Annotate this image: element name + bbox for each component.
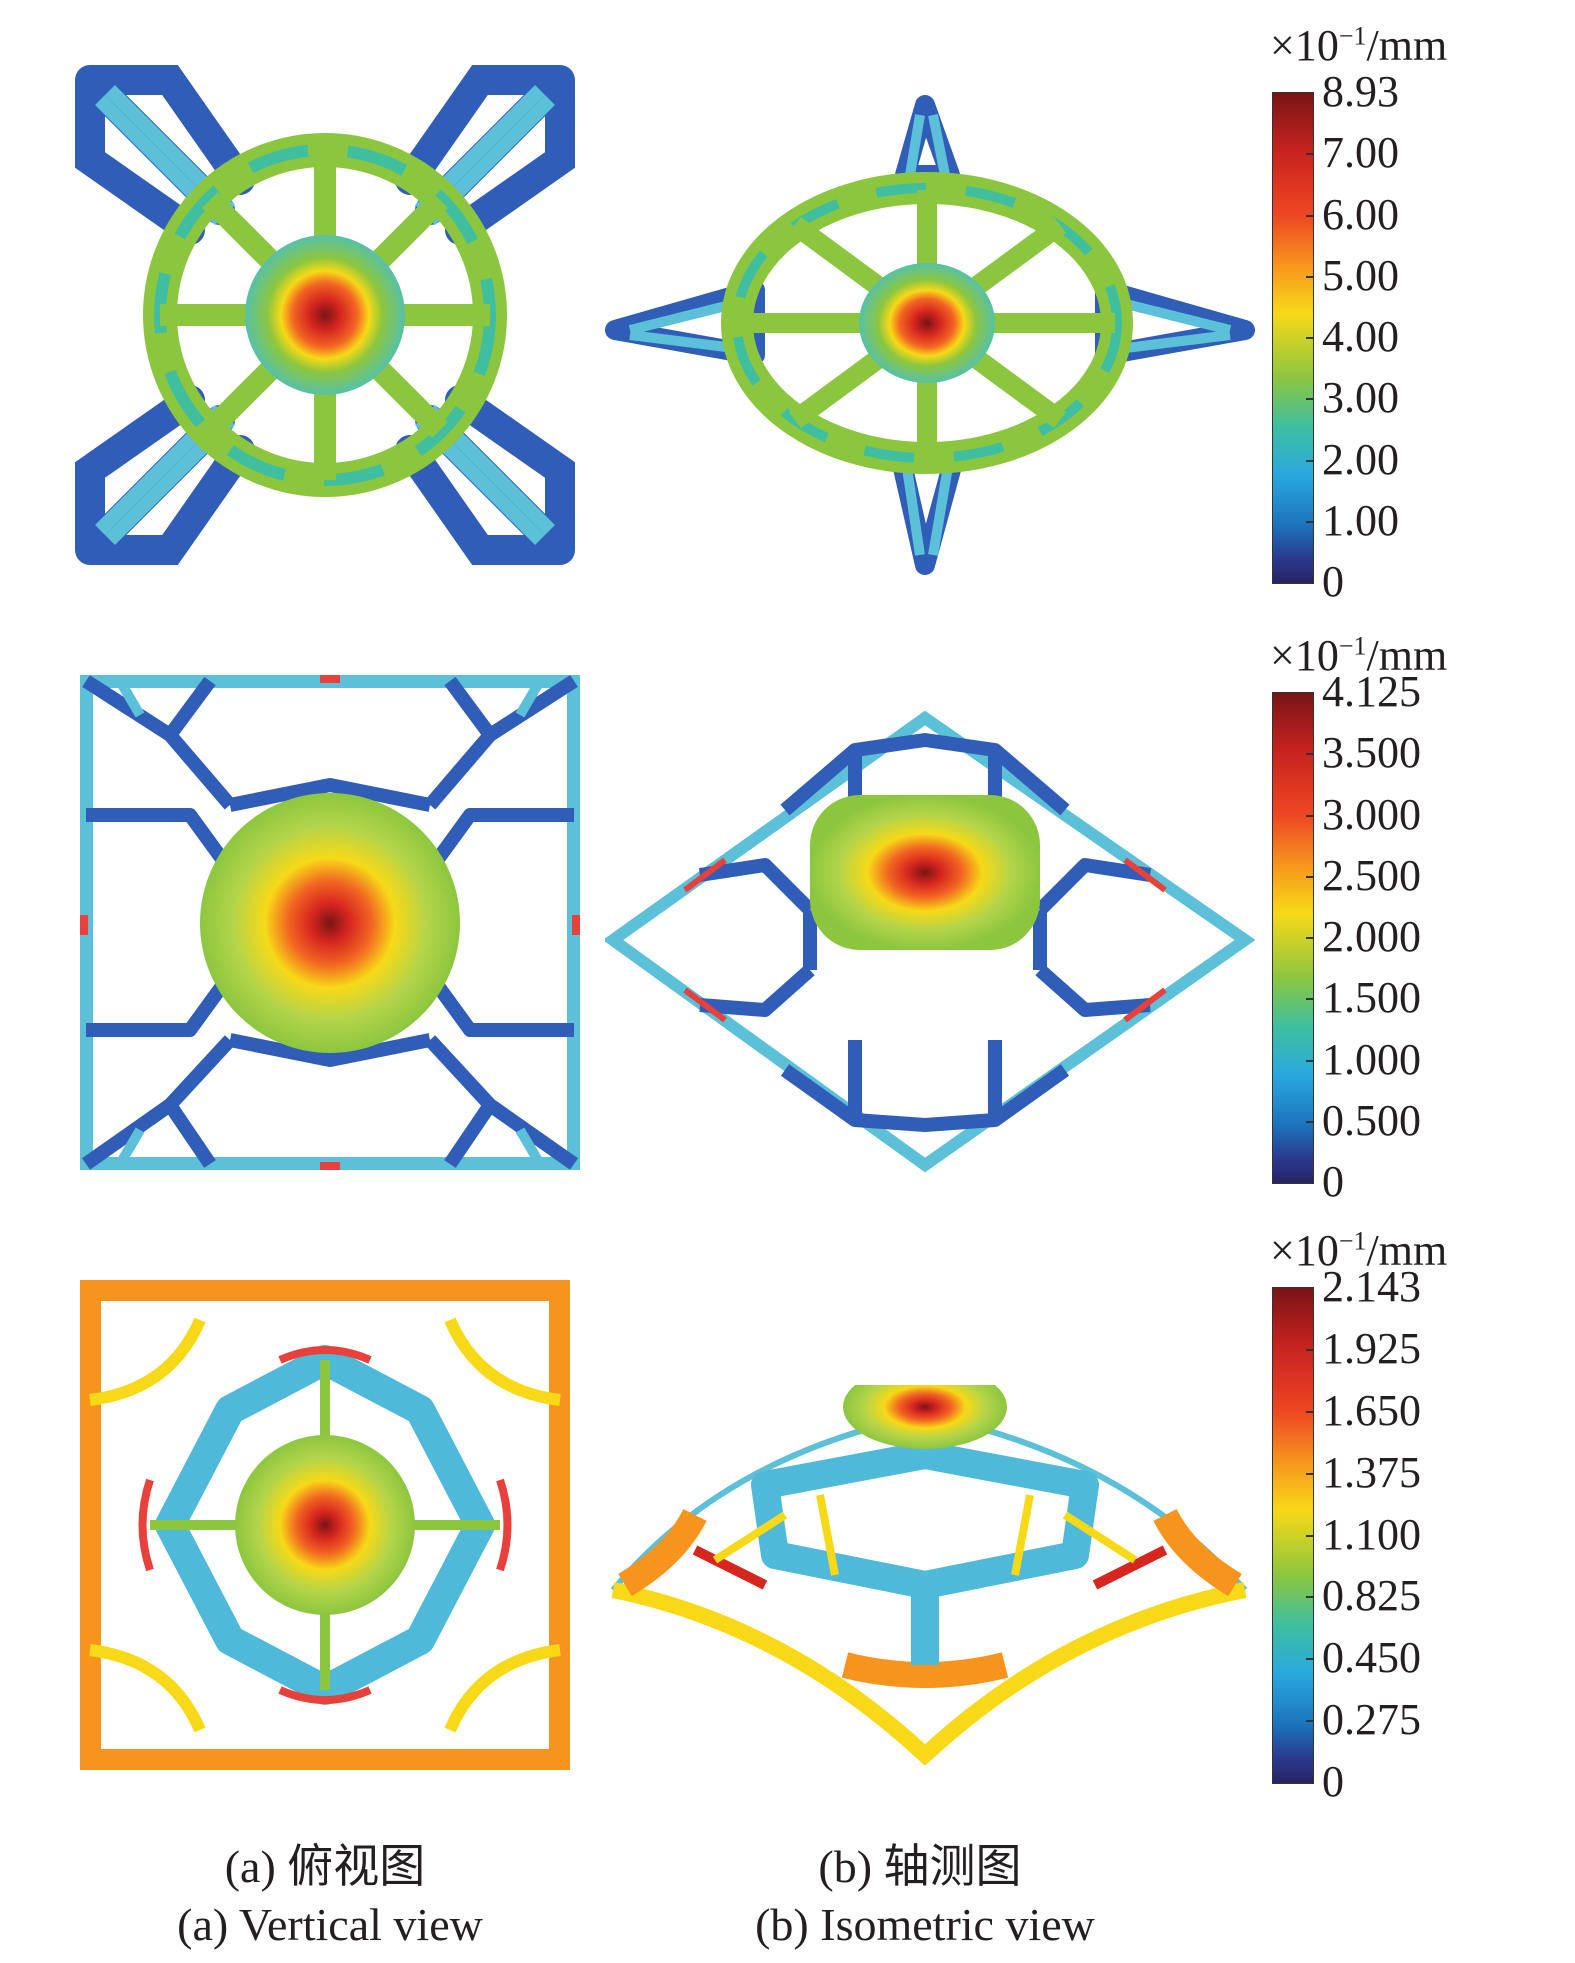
colorbar-tick-mark bbox=[1306, 998, 1314, 1001]
caption-a-chinese: (a) 俯视图 bbox=[224, 1841, 426, 1892]
row-3-isometric-view bbox=[610, 1385, 1248, 1765]
colorbar-tick-mark bbox=[1306, 1658, 1314, 1661]
caption-b-english: (b) Isometric view bbox=[755, 1899, 1095, 1950]
colorbar-tick-mark bbox=[1306, 1059, 1314, 1062]
colorbar-tick-label: 7.00 bbox=[1322, 128, 1399, 178]
row-1-isometric-view bbox=[605, 95, 1255, 575]
colorbar-tick-label: 0.450 bbox=[1322, 1633, 1421, 1683]
colorbar-tick-label: 1.375 bbox=[1322, 1447, 1421, 1497]
colorbar-tick-label: 1.925 bbox=[1322, 1323, 1421, 1373]
colorbar-tick-label: 0 bbox=[1322, 557, 1344, 606]
colorbar-tick-label: 0 bbox=[1322, 1757, 1344, 1806]
colorbar-tick-mark bbox=[1306, 1120, 1314, 1123]
colorbar-tick-mark bbox=[1306, 814, 1314, 817]
colorbar-tick-label: 1.650 bbox=[1322, 1385, 1421, 1435]
colorbar-tick-label: 1.00 bbox=[1322, 495, 1399, 545]
colorbar-tick-label: 6.00 bbox=[1322, 189, 1399, 239]
colorbar-tick-mark bbox=[1306, 398, 1314, 401]
colorbar-tick-mark bbox=[1306, 1472, 1314, 1475]
row-1-colorbar: ×10−1/mm 8.93 7.00 6.00 5.00 4.00 3.00 2.00 1.0… bbox=[1270, 20, 1570, 604]
colorbar-tick-mark bbox=[1306, 1534, 1314, 1537]
colorbar-tick-mark bbox=[1306, 459, 1314, 462]
colorbar-tick-label: 1.500 bbox=[1322, 973, 1421, 1023]
colorbar-tick-mark bbox=[1306, 875, 1314, 878]
colorbar-tick-label: 2.143 bbox=[1322, 1262, 1421, 1311]
colorbar-tick-label: 0.500 bbox=[1322, 1095, 1421, 1145]
colorbar-tick-label: 0.825 bbox=[1322, 1571, 1421, 1621]
colorbar-tick-label: 0.275 bbox=[1322, 1695, 1421, 1745]
colorbar-tick-label: 1.000 bbox=[1322, 1034, 1421, 1084]
colorbar-tick-label: 2.000 bbox=[1322, 912, 1421, 961]
colorbar-tick-mark bbox=[1306, 937, 1314, 939]
row-3-colorbar-unit: ×10−1/mm bbox=[1270, 1226, 1448, 1275]
colorbar-tick-mark bbox=[1306, 1720, 1314, 1723]
colorbar-tick-mark bbox=[1306, 337, 1314, 339]
colorbar-tick-label: 2.00 bbox=[1322, 434, 1399, 484]
row-3-vertical-view bbox=[80, 1280, 570, 1770]
row-1-vertical-view bbox=[75, 65, 575, 565]
colorbar-tick-label: 3.00 bbox=[1322, 373, 1399, 423]
caption-b-chinese: (b) 轴测图 bbox=[818, 1841, 1022, 1892]
colorbar-tick-label: 2.500 bbox=[1322, 850, 1421, 900]
colorbar-tick-mark bbox=[1306, 214, 1314, 217]
row-2-colorbar: ×10−1/mm 4.125 3.500 3.000 2.500 2.000 1.500 1… bbox=[1270, 630, 1570, 1204]
colorbar-tick-label: 4.00 bbox=[1322, 312, 1399, 361]
colorbar-tick-label: 8.93 bbox=[1322, 67, 1399, 116]
colorbar-tick-mark bbox=[1306, 153, 1314, 156]
colorbar-tick-mark bbox=[1306, 1410, 1314, 1413]
row-3-colorbar: ×10−1/mm 2.143 1.925 1.650 1.375 1.100 0.825 0… bbox=[1270, 1225, 1570, 1805]
row-2-vertical-view bbox=[80, 675, 580, 1170]
colorbar-tick-mark bbox=[1306, 275, 1314, 278]
row-2-colorbar-unit: ×10−1/mm bbox=[1270, 631, 1448, 680]
caption-a-english: (a) Vertical view bbox=[177, 1899, 483, 1950]
colorbar-tick-label: 3.500 bbox=[1322, 728, 1421, 778]
row-2-isometric-view bbox=[605, 710, 1255, 1173]
colorbar-tick-label: 5.00 bbox=[1322, 250, 1399, 300]
colorbar-tick-label: 0 bbox=[1322, 1157, 1344, 1206]
colorbar-tick-label: 4.125 bbox=[1322, 667, 1421, 716]
colorbar-tick-mark bbox=[1306, 1596, 1314, 1599]
colorbar-tick-mark bbox=[1306, 520, 1314, 523]
colorbar-tick-mark bbox=[1306, 1348, 1314, 1351]
colorbar-tick-label: 3.000 bbox=[1322, 789, 1421, 839]
row-1-colorbar-unit: ×10−1/mm bbox=[1270, 21, 1448, 70]
colorbar-tick-label: 1.100 bbox=[1322, 1509, 1421, 1559]
colorbar-tick-mark bbox=[1306, 753, 1314, 756]
